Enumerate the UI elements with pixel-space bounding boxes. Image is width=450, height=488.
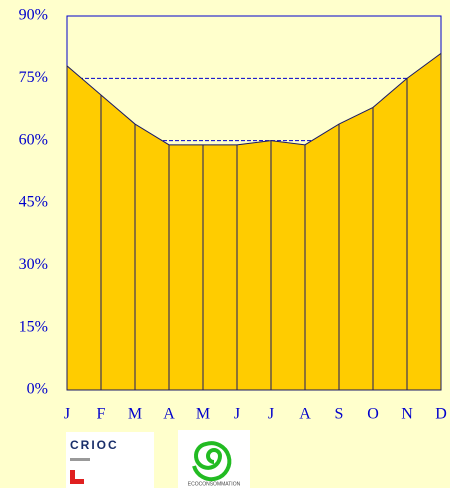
logo-spiral bbox=[192, 441, 232, 482]
x-tick-label: A bbox=[163, 406, 175, 423]
x-tick-label: M bbox=[128, 406, 142, 423]
x-tick-label: M bbox=[196, 406, 210, 423]
y-tick-label: 15% bbox=[19, 318, 48, 335]
logo-mark bbox=[70, 470, 75, 484]
logo-mark bbox=[70, 479, 84, 484]
y-tick-label: 90% bbox=[19, 7, 48, 24]
x-tick-label: N bbox=[401, 406, 413, 423]
y-tick-label: 60% bbox=[19, 131, 48, 148]
x-tick-label: A bbox=[299, 406, 311, 423]
x-tick-label: D bbox=[435, 406, 447, 423]
logo-text: CRIOC bbox=[70, 438, 119, 452]
x-tick-label: S bbox=[335, 406, 344, 423]
x-tick-label: O bbox=[367, 406, 379, 423]
y-tick-label: 30% bbox=[19, 256, 48, 273]
y-tick-label: 75% bbox=[19, 69, 48, 86]
y-tick-label: 45% bbox=[19, 194, 48, 211]
x-tick-label: F bbox=[97, 406, 106, 423]
logo-text: ECOCONSOMMATION bbox=[188, 481, 241, 487]
y-tick-label: 0% bbox=[27, 381, 48, 398]
x-tick-label: J bbox=[268, 406, 274, 423]
x-tick-label: J bbox=[64, 406, 70, 423]
logo-line bbox=[70, 458, 90, 461]
x-tick-label: J bbox=[234, 406, 240, 423]
